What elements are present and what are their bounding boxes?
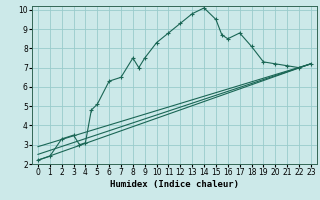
X-axis label: Humidex (Indice chaleur): Humidex (Indice chaleur) (110, 180, 239, 189)
